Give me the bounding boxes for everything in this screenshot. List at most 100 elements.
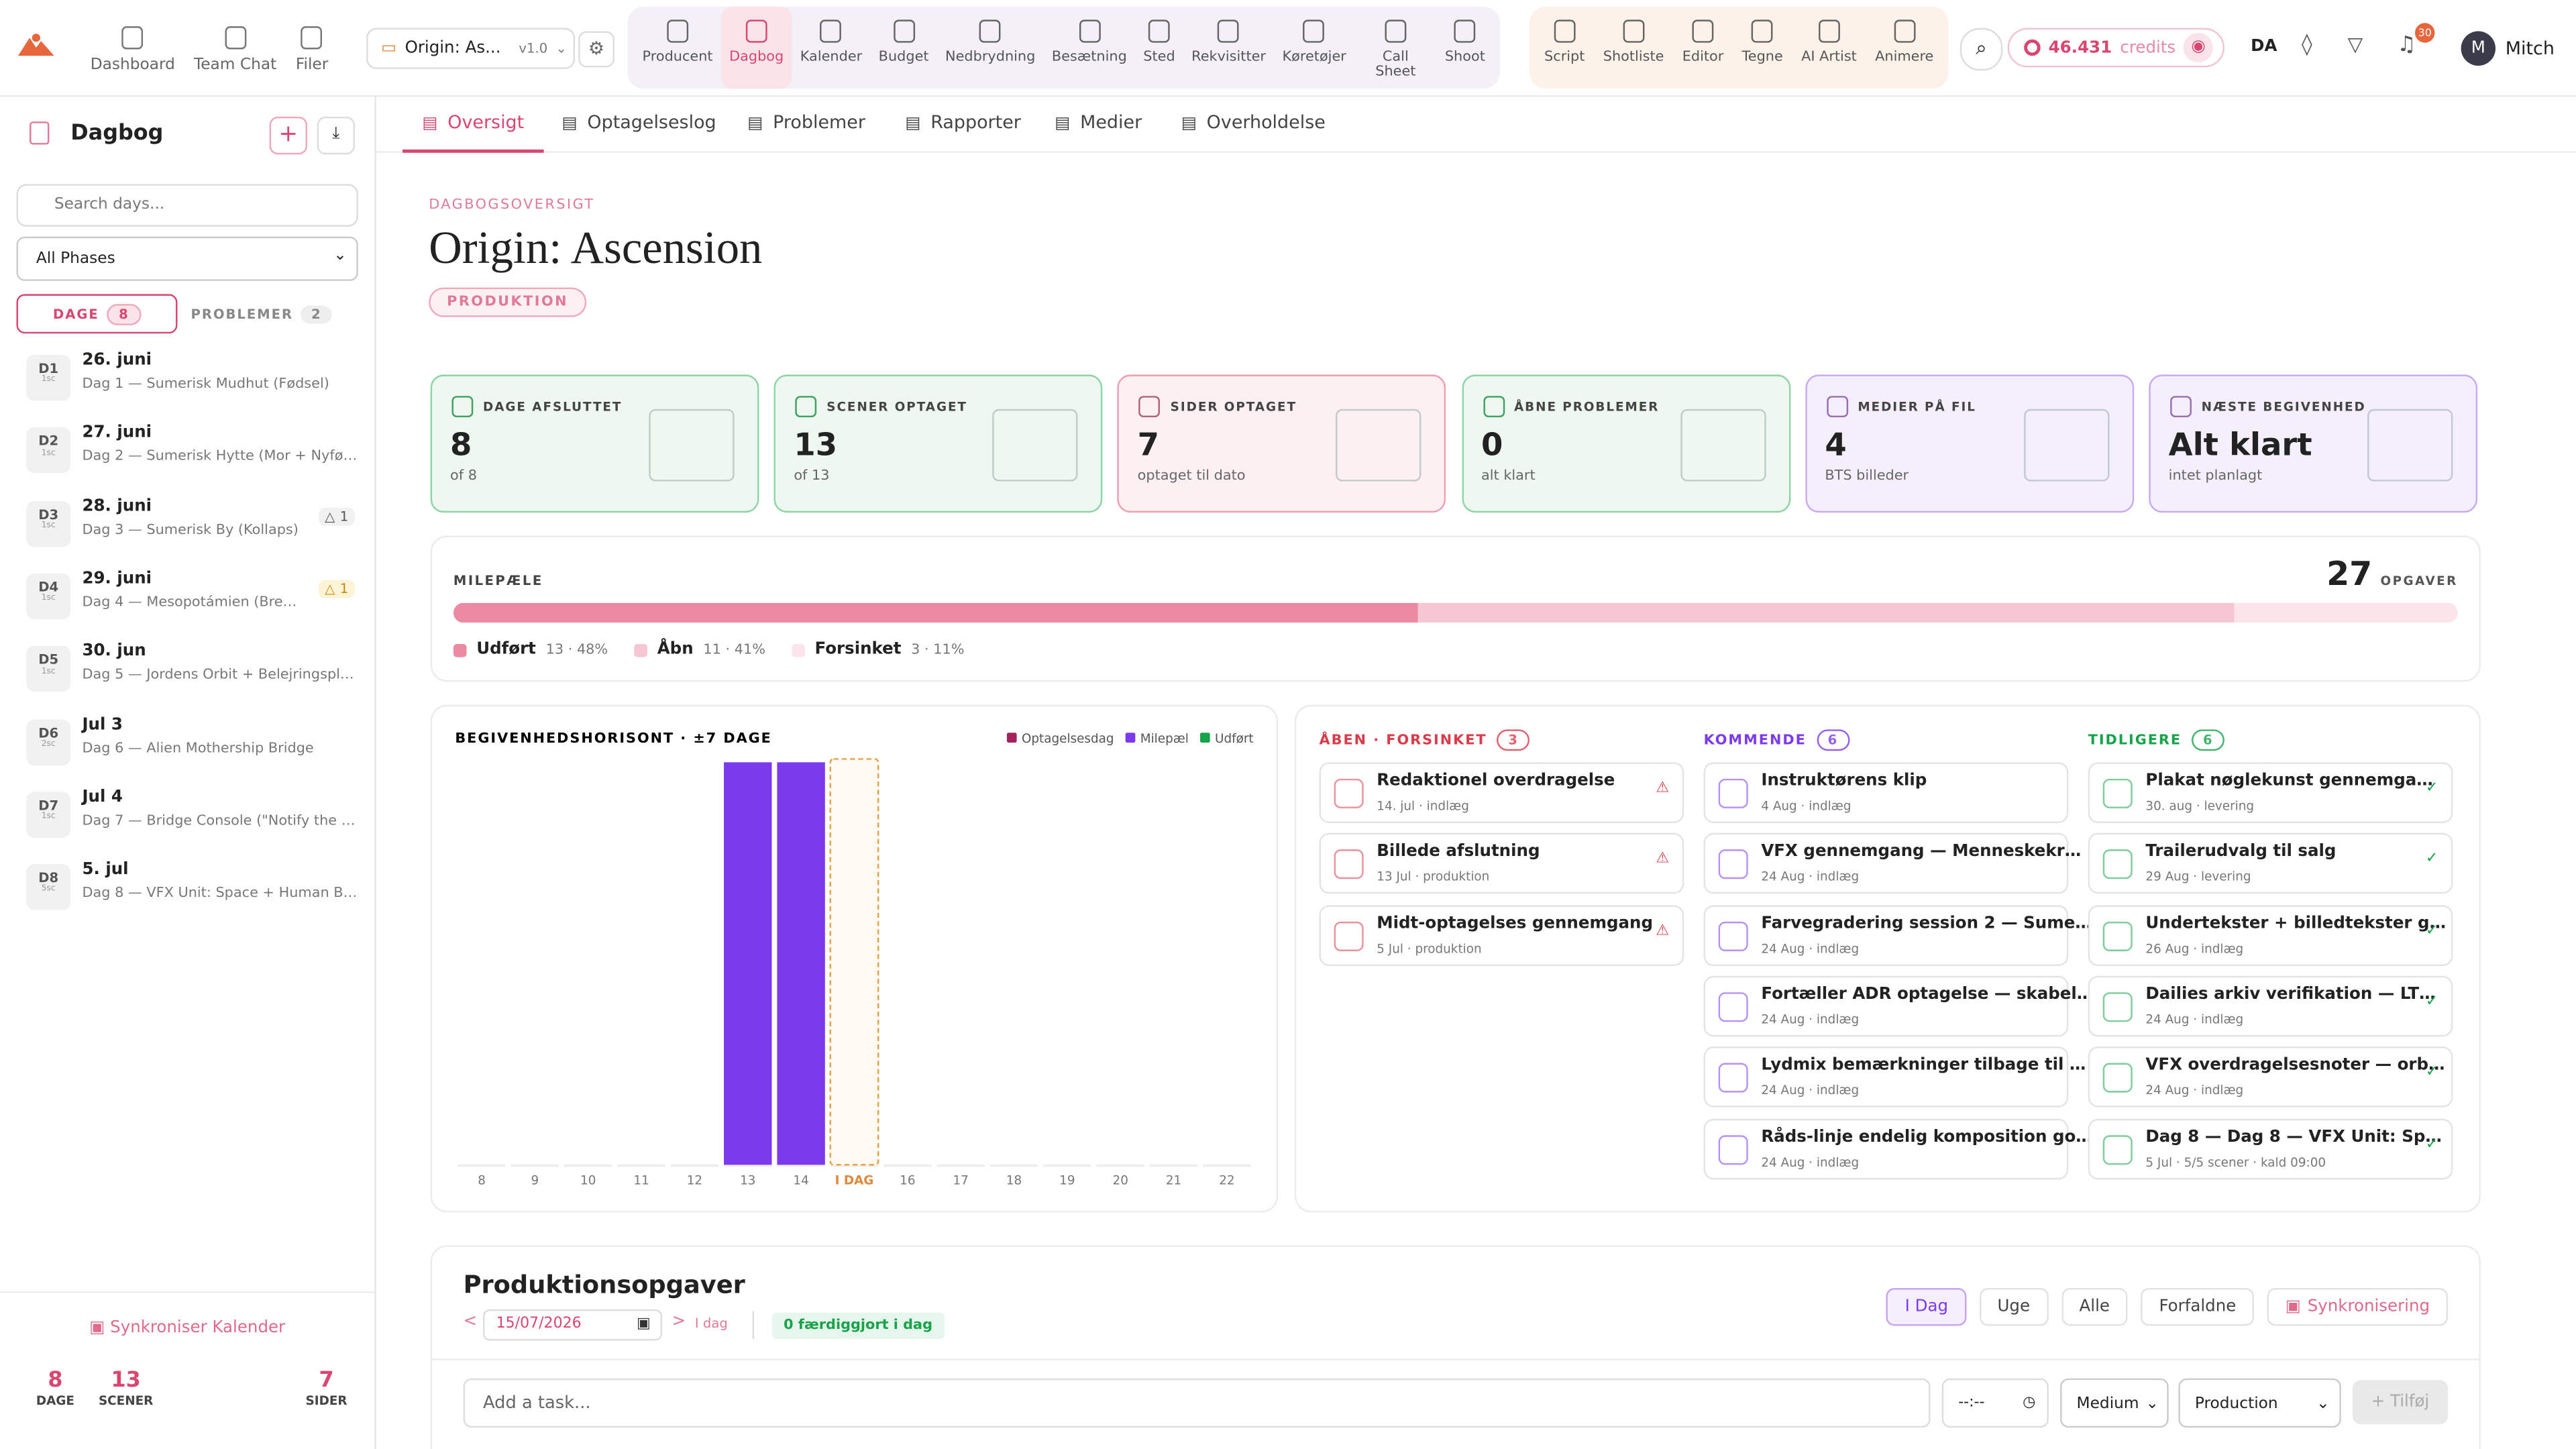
- task-input[interactable]: Add a task...: [463, 1378, 1931, 1428]
- tool-item[interactable]: Nedbrydning: [937, 7, 1044, 89]
- filter-button[interactable]: Alle: [2061, 1288, 2128, 1326]
- tool-item[interactable]: Tegne: [1733, 7, 1791, 89]
- sub-tab[interactable]: ▤ Rapporter: [905, 112, 1020, 133]
- add-day-button[interactable]: +: [269, 116, 307, 155]
- sidebar-tab[interactable]: DAGE 8: [16, 294, 178, 334]
- sub-tab[interactable]: ▤ Medier: [1055, 112, 1142, 133]
- event-title: Råds-linje endelig komposition go…: [1761, 1128, 2092, 1146]
- language[interactable]: DA: [2251, 38, 2277, 56]
- date-input[interactable]: 15/07/2026 ▣: [483, 1309, 662, 1341]
- download-button[interactable]: ⤓: [317, 116, 355, 155]
- sub-tab[interactable]: ▤ Oversigt: [402, 112, 544, 153]
- learn-icon[interactable]: ▽: [2347, 32, 2363, 56]
- nav-label: Team Chat: [193, 56, 277, 74]
- search-input[interactable]: Search days...: [16, 184, 358, 227]
- tool-item[interactable]: Shotliste: [1595, 7, 1672, 89]
- tool-item[interactable]: Producent: [634, 7, 721, 89]
- tool-item[interactable]: Budget: [870, 7, 936, 89]
- sub-tab[interactable]: ▤ Overholdelse: [1181, 112, 1326, 133]
- tool-item[interactable]: Animere: [1867, 7, 1942, 89]
- filter-button[interactable]: I Dag: [1886, 1288, 1966, 1326]
- day-item[interactable]: D8 5sc 5. jul Dag 8 — VFX Unit: Space + Hum…: [26, 861, 357, 920]
- sync-button[interactable]: ▣ Synkronisering: [2267, 1288, 2449, 1326]
- tool-item[interactable]: Rekvisitter: [1183, 7, 1274, 89]
- credits-pill[interactable]: 46.431 credits ◉: [2007, 28, 2224, 68]
- event-item[interactable]: Instruktørens klip 4 Aug · indlæg: [1703, 762, 2069, 823]
- avatar[interactable]: M: [2461, 31, 2496, 66]
- issue-count: 1: [339, 581, 349, 596]
- today-link[interactable]: I dag: [694, 1316, 728, 1331]
- legend-swatch: [634, 643, 648, 657]
- event-item[interactable]: VFX overdragelsesnoter — orb… 24 Aug · in…: [2088, 1046, 2453, 1108]
- filter-button[interactable]: Forfaldne: [2141, 1288, 2255, 1326]
- chevron: ⌄: [2316, 1395, 2330, 1413]
- priority-value: Medium: [2076, 1395, 2139, 1413]
- day-desc: Dag 4 — Mesopotámien (Bre…: [82, 594, 297, 611]
- day-item[interactable]: D5 1sc 30. jun Dag 5 — Jordens Orbit + Bele…: [26, 643, 355, 702]
- event-item[interactable]: Billede afslutning 13 Jul · produktion ⚠: [1319, 833, 1684, 894]
- tool-item[interactable]: Dagbog: [720, 6, 792, 89]
- prev-day[interactable]: <: [463, 1312, 478, 1331]
- day-item[interactable]: D7 1sc Jul 4 Dag 7 — Bridge Console ("Notif…: [26, 788, 356, 847]
- next-day[interactable]: >: [672, 1312, 686, 1331]
- project-select[interactable]: ▭ Origin: As... v1.0 ⌄: [366, 28, 576, 69]
- time-input[interactable]: --:-- ◷: [1941, 1378, 2049, 1428]
- event-item[interactable]: Lydmix bemærkninger tilbage til … 24 Aug …: [1703, 1046, 2086, 1108]
- event-item[interactable]: Dag 8 — Dag 8 — VFX Unit: Sp… 5 Jul · 5/5…: [2088, 1118, 2453, 1179]
- settings-button[interactable]: ⚙: [578, 31, 614, 68]
- tool-label: Sted: [1143, 49, 1175, 66]
- add-task-button[interactable]: + Tilføj: [2352, 1380, 2449, 1425]
- phase-select[interactable]: All Phases ⌄: [16, 236, 358, 281]
- event-item[interactable]: Dailies arkiv verifikation — LT… 24 Aug ·…: [2088, 975, 2453, 1037]
- event-title: Redaktionel overdragelse: [1377, 772, 1615, 790]
- scene-count: 1sc: [41, 447, 56, 458]
- day-date: Jul 4: [82, 788, 123, 806]
- event-item[interactable]: Farvegradering session 2 — Sume… 24 Aug ·…: [1703, 904, 2092, 966]
- event-item[interactable]: VFX gennemgang — Menneskekr… 24 Aug · ind…: [1703, 833, 2081, 894]
- clock-icon: ◷: [2023, 1395, 2036, 1411]
- filter-button[interactable]: Uge: [1979, 1288, 2048, 1326]
- day-item[interactable]: D6 2sc Jul 3 Dag 6 — Alien Mothership Bridg…: [26, 716, 355, 775]
- event-item[interactable]: Plakat nøglekunst gennemga… 30. aug · lev…: [2088, 762, 2453, 823]
- day-item[interactable]: D1 1sc 26. juni Dag 1 — Sumerisk Mudhut (Fø…: [26, 352, 355, 411]
- sidebar-tab[interactable]: PROBLEMER 2: [180, 294, 341, 333]
- tool-item[interactable]: Call Sheet: [1354, 7, 1436, 89]
- tool-item[interactable]: Script: [1536, 7, 1593, 89]
- nav-item[interactable]: Filer: [296, 23, 328, 74]
- category-select[interactable]: Production ⌄: [2178, 1378, 2341, 1428]
- event-item[interactable]: Undertekster + billedtekster g… 26 Aug · …: [2088, 904, 2453, 966]
- day-item[interactable]: D3 1sc 28. juni Dag 3 — Sumerisk By (Kollap…: [26, 497, 355, 556]
- tool-item[interactable]: Editor: [1674, 7, 1731, 89]
- nav-item[interactable]: Dashboard: [91, 23, 175, 74]
- event-item[interactable]: Redaktionel overdragelse 14. jul · indlæg…: [1319, 762, 1684, 823]
- tool-item[interactable]: Sted: [1135, 7, 1183, 89]
- tool-item[interactable]: Besætning: [1044, 7, 1135, 89]
- tool-item[interactable]: Kalender: [792, 7, 871, 89]
- bar: [777, 762, 825, 1165]
- priority-select[interactable]: Medium ⌄: [2060, 1378, 2169, 1428]
- card-illustration: [2367, 409, 2453, 482]
- day-item[interactable]: D4 1sc 29. juni Dag 4 — Mesopotámien (Bre… △…: [26, 570, 355, 629]
- bell-icon[interactable]: ♫: [2397, 32, 2416, 58]
- sync-calendar[interactable]: ▣ Synkroniser Kalender: [89, 1319, 286, 1338]
- event-item[interactable]: Fortæller ADR optagelse — skabel… 24 Aug …: [1703, 975, 2093, 1037]
- divider: [752, 1311, 755, 1339]
- legend-label: Optagelsesdag: [1022, 732, 1114, 746]
- search-button[interactable]: ⌕: [1960, 28, 2003, 71]
- tool-item[interactable]: Shoot: [1437, 7, 1494, 89]
- sub-tab[interactable]: ▤ Problemer: [747, 112, 865, 133]
- day-item[interactable]: D2 1sc 27. juni Dag 2 — Sumerisk Hytte (Mor…: [26, 425, 357, 484]
- event-item[interactable]: Råds-linje endelig komposition go… 24 Aug…: [1703, 1118, 2092, 1179]
- event-item[interactable]: Midt-optagelses gennemgang 5 Jul · produk…: [1319, 904, 1684, 966]
- event-item[interactable]: Trailerudvalg til salg 29 Aug · levering ✓: [2088, 833, 2453, 894]
- day-date: 5. jul: [82, 861, 129, 879]
- legend-label: Milepæl: [1140, 732, 1189, 746]
- sub-tab[interactable]: ▤ Optagelseslog: [562, 112, 716, 133]
- sub-nav: ▤ Oversigt ▤ Optagelseslog ▤ Problemer ▤ Rappor…: [376, 95, 2576, 153]
- tool-item[interactable]: AI Artist: [1793, 7, 1865, 89]
- theme-icon[interactable]: ◊: [2302, 32, 2312, 58]
- user-name[interactable]: Mitch: [2505, 38, 2555, 60]
- milestones-panel: MILEPÆLE 27 OPGAVER Udført 13 · 48% Åbn 11 ·…: [430, 535, 2481, 682]
- nav-item[interactable]: Team Chat: [194, 23, 276, 74]
- tool-item[interactable]: Køretøjer: [1274, 7, 1354, 89]
